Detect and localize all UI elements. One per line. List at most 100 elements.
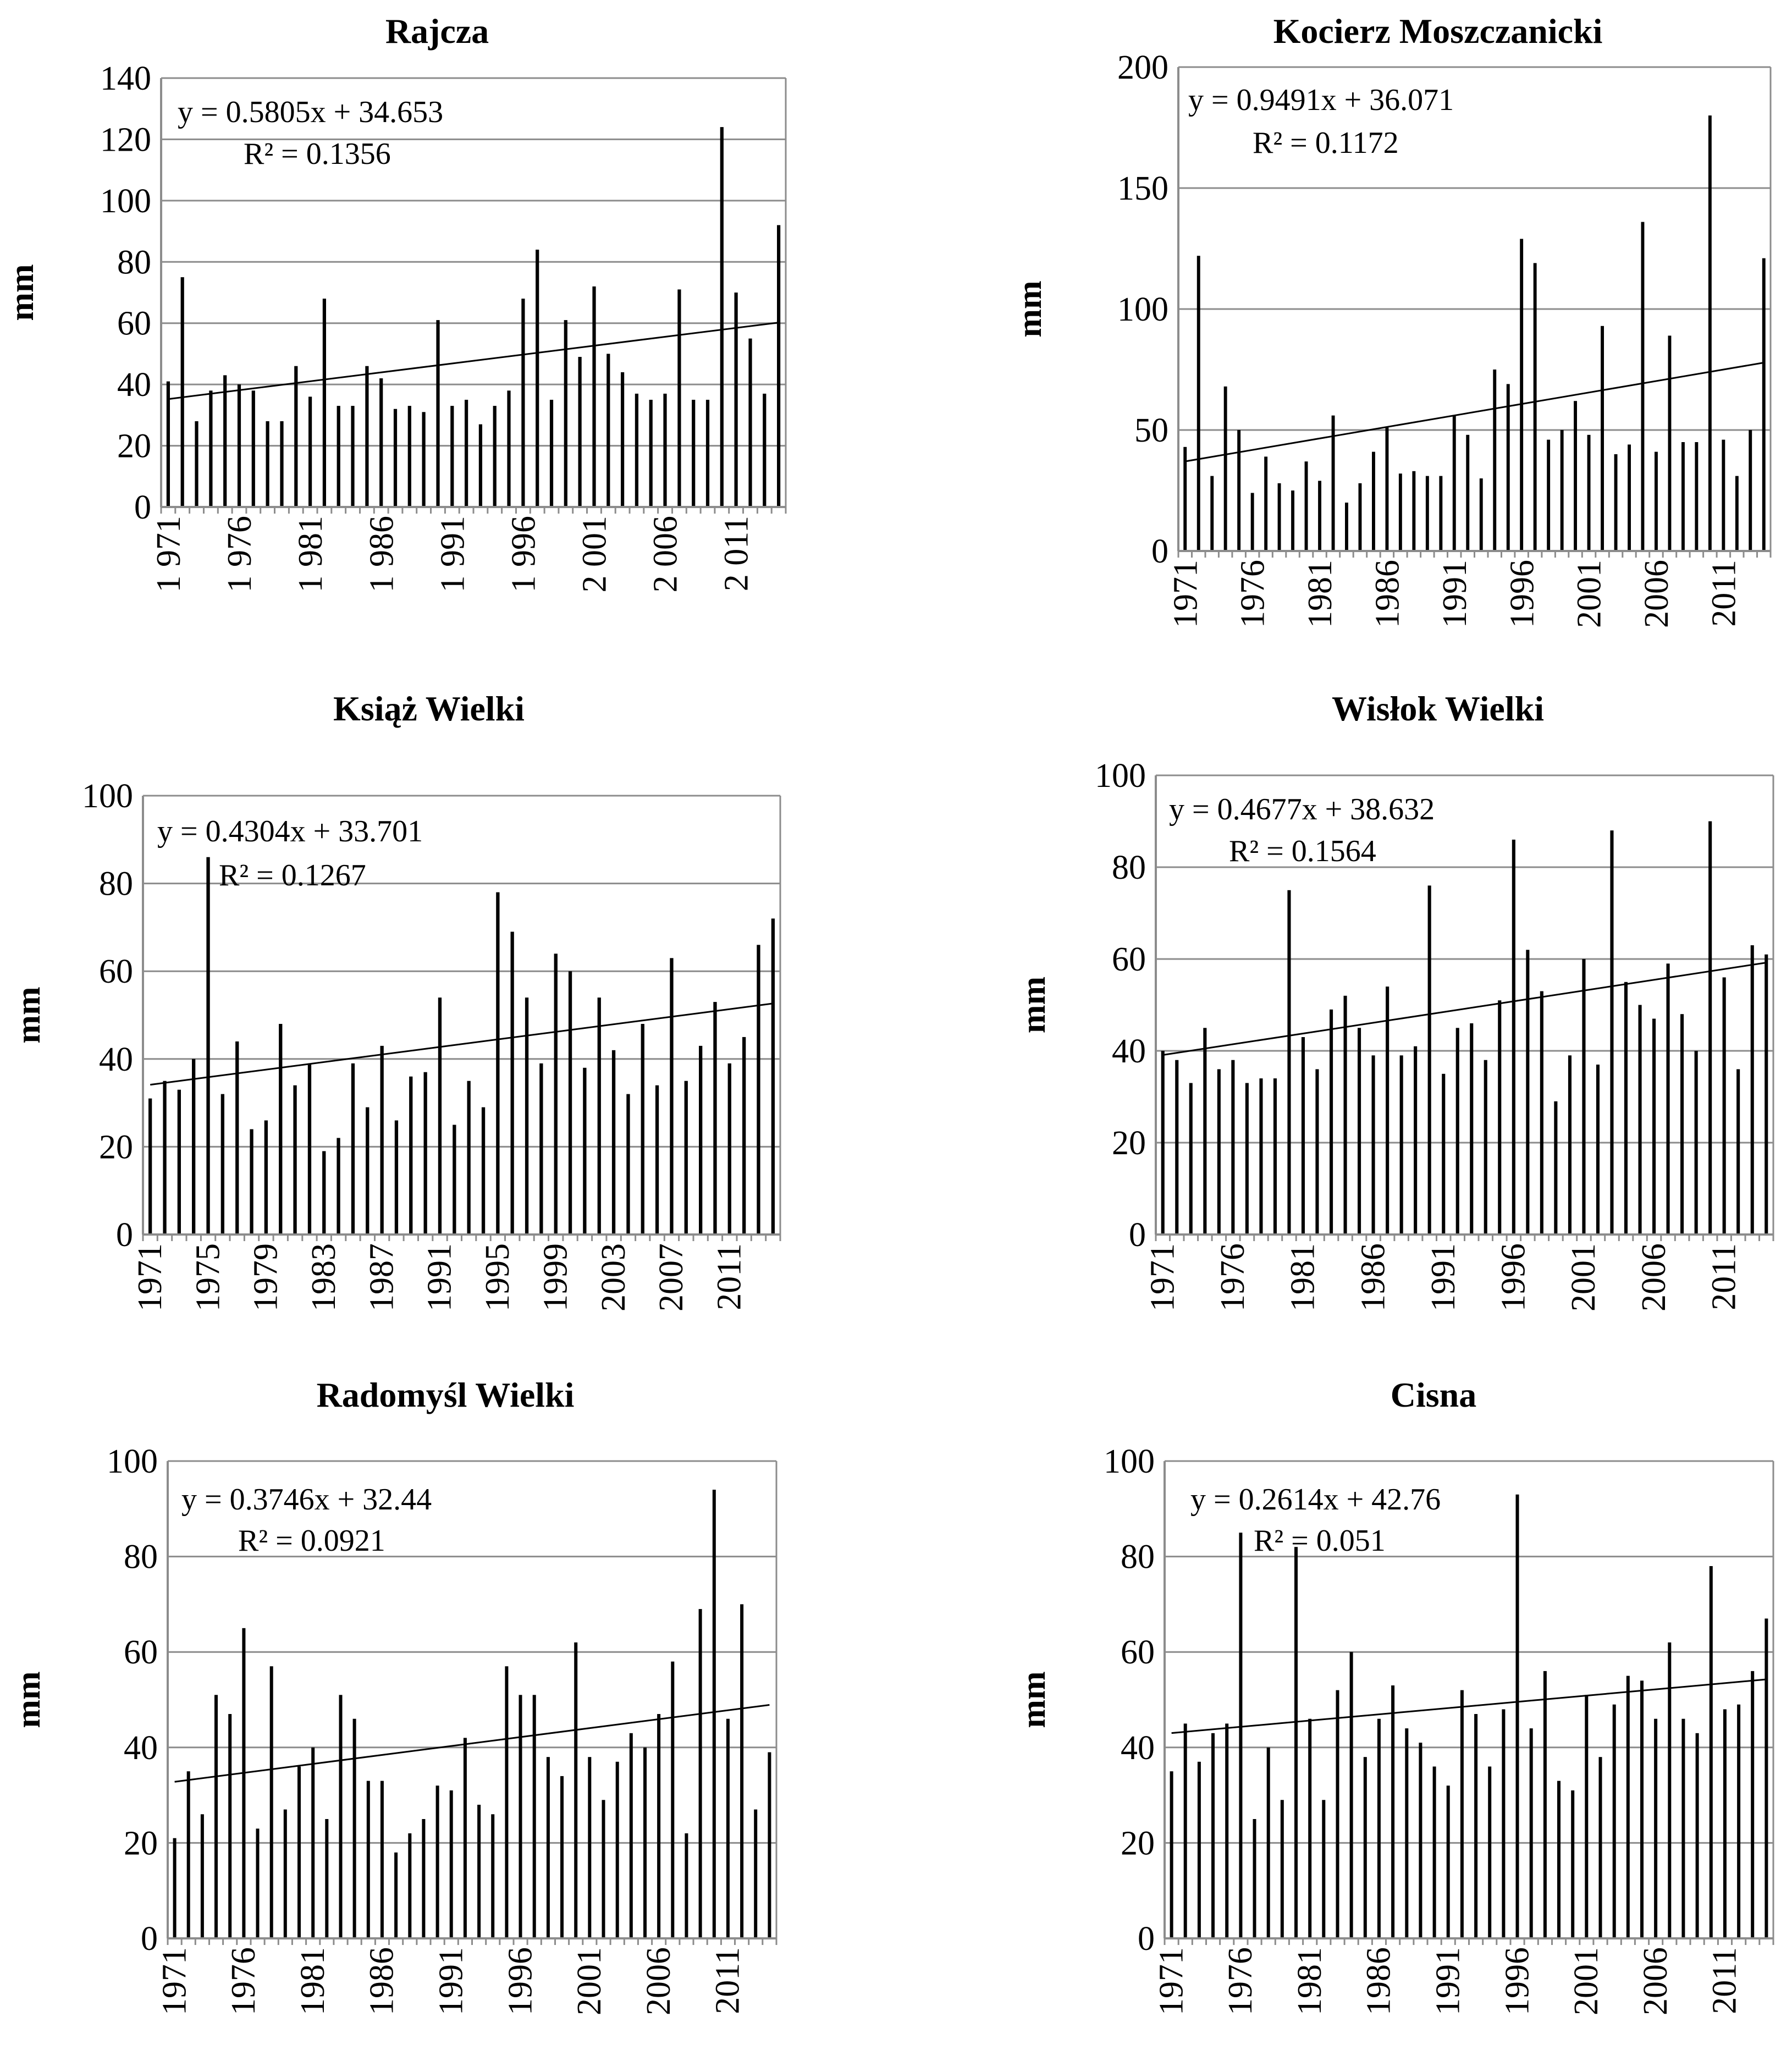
- bar-1994: [491, 1814, 495, 1938]
- bar-2007: [670, 958, 674, 1235]
- bar-2013: [754, 1809, 758, 1938]
- bar-2002: [597, 998, 601, 1235]
- bar-1978: [266, 421, 269, 507]
- bar-2001: [1582, 959, 1586, 1235]
- bar-2003: [1614, 454, 1618, 551]
- bar-1983: [337, 406, 340, 507]
- x-tick-label: 1 981: [292, 516, 329, 593]
- y-axis-label: mm: [1015, 977, 1052, 1033]
- y-tick-label: 0: [1151, 533, 1168, 570]
- bar-2004: [1626, 1676, 1630, 1938]
- chart-5: Radomyśl Wielki 0 20 40 60 80 100 mm 1971 1976 198…: [10, 1375, 778, 2015]
- bar-1986: [379, 378, 383, 507]
- x-tick-label: 1981: [1291, 1947, 1328, 2015]
- x-tick-label: 1976: [1234, 560, 1272, 628]
- bar-2003: [611, 1050, 616, 1235]
- bar-1975: [228, 1714, 232, 1938]
- bar-1974: [192, 1059, 196, 1235]
- bar-1989: [1419, 1743, 1422, 1938]
- trend-equation: y = 0.2614x + 42.76: [1190, 1483, 1441, 1517]
- x-tick-label: 1999: [537, 1243, 574, 1311]
- bar-2011: [1722, 439, 1725, 551]
- chart-4: Wisłok Wielki 0 20 40 60 80 100 mm 1971 1976 1981 1…: [1015, 689, 1774, 1311]
- y-tick-label: 0: [1129, 1216, 1146, 1254]
- bar-1981: [1318, 481, 1321, 551]
- bar-1984: [1343, 995, 1347, 1235]
- bar-1984: [1358, 483, 1362, 551]
- x-tick-label: 1987: [363, 1243, 400, 1311]
- bar-1977: [1264, 456, 1268, 551]
- x-tick-label: 1 986: [363, 516, 400, 593]
- bar-1997: [532, 1695, 536, 1938]
- bar-1982: [1331, 415, 1335, 551]
- bar-2009: [705, 400, 710, 507]
- bar-2007: [1666, 963, 1670, 1235]
- x-tick-label: 1995: [479, 1243, 516, 1311]
- bar-2009: [1695, 442, 1699, 551]
- bar-1999: [1554, 1101, 1558, 1235]
- x-tick-label: 1991: [1425, 1243, 1462, 1311]
- bar-2007: [1668, 1642, 1672, 1938]
- y-tick-label: 40: [1121, 1729, 1155, 1767]
- bar-1983: [1330, 1009, 1333, 1235]
- bar-1994: [493, 406, 497, 507]
- bar-2001: [588, 1757, 592, 1938]
- bar-2013: [763, 393, 767, 507]
- bar-1973: [1197, 1761, 1201, 1938]
- bar-1994: [1493, 370, 1497, 551]
- bar-1974: [1223, 386, 1227, 551]
- bar-1990: [1432, 1766, 1436, 1938]
- bar-2006: [663, 393, 667, 507]
- x-tick-label: 2 001: [576, 516, 614, 593]
- x-tick-label: 2001: [1571, 560, 1608, 628]
- bar-1980: [297, 1766, 301, 1938]
- bar-1991: [1442, 1073, 1446, 1235]
- bar-2002: [606, 354, 610, 507]
- bar-2006: [1655, 451, 1658, 551]
- bar-1988: [1412, 471, 1416, 551]
- x-tick-label: 1986: [1360, 1947, 1398, 2015]
- y-tick-label: 40: [124, 1729, 158, 1767]
- y-tick-label: 100: [82, 778, 133, 815]
- bar-1999: [1557, 1781, 1561, 1938]
- bar-2013: [1749, 430, 1752, 551]
- bar-2004: [635, 393, 638, 507]
- y-tick-label: 60: [117, 305, 151, 343]
- bar-1977: [1245, 1083, 1249, 1235]
- bar-1998: [549, 400, 554, 507]
- bar-1986: [1377, 1718, 1381, 1938]
- bar-1991: [449, 1790, 453, 1938]
- y-tick-label: 20: [124, 1825, 158, 1862]
- bar-2012: [742, 1037, 746, 1235]
- x-tick-label: 1 976: [221, 516, 258, 593]
- y-axis-label: mm: [10, 987, 47, 1043]
- bar-2006: [657, 1714, 661, 1938]
- bar-1982: [1315, 1069, 1319, 1235]
- y-tick-label: 60: [124, 1634, 158, 1671]
- r-squared: R² = 0.1564: [1229, 834, 1376, 868]
- x-tick-label: 1986: [1354, 1243, 1392, 1311]
- bar-1991: [450, 406, 454, 507]
- bar-1988: [408, 1833, 412, 1938]
- bar-1972: [1183, 1723, 1187, 1938]
- bar-1981: [308, 396, 312, 507]
- bar-2002: [1601, 326, 1604, 551]
- bar-1983: [322, 1151, 326, 1235]
- bar-2003: [615, 1761, 619, 1938]
- bar-1980: [279, 1024, 283, 1235]
- y-axis-label: mm: [1011, 280, 1049, 337]
- bar-1997: [1529, 1728, 1533, 1938]
- bar-2014: [1765, 1618, 1768, 1938]
- bar-2014: [771, 918, 775, 1235]
- x-tick-label: 1971: [156, 1947, 193, 2015]
- x-tick-label: 2006: [1635, 1243, 1673, 1311]
- x-tick-label: 2006: [1637, 1947, 1674, 2015]
- bar-1994: [1488, 1766, 1492, 1938]
- bar-2008: [692, 400, 696, 507]
- bar-1971: [1183, 447, 1187, 551]
- x-tick-label: 2011: [1705, 560, 1743, 627]
- bar-2012: [1737, 1704, 1741, 1938]
- x-tick-label: 2 011: [718, 516, 756, 591]
- bar-2011: [734, 293, 738, 507]
- bar-1973: [177, 1089, 181, 1235]
